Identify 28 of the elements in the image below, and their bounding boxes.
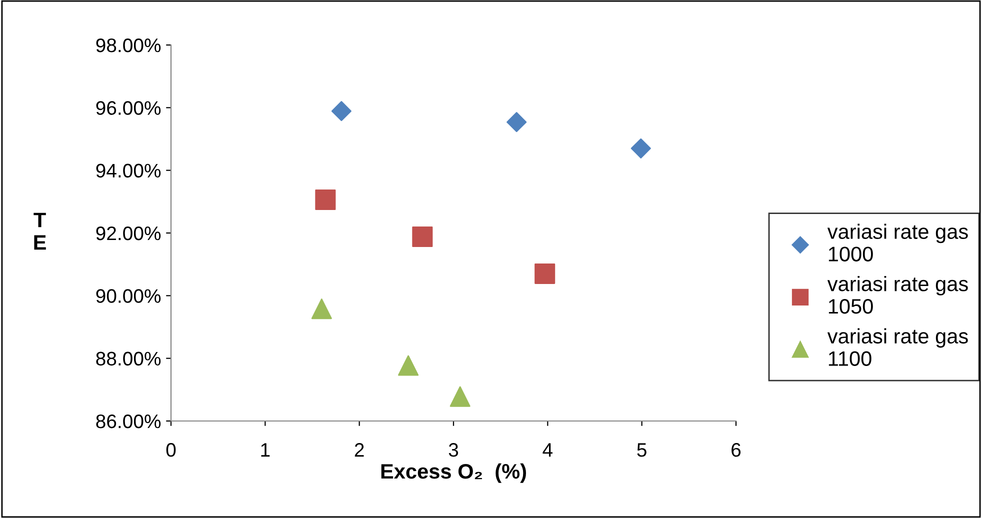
point	[315, 190, 336, 210]
x-tick-label: 5	[637, 443, 646, 457]
x-tick-label: 3	[448, 443, 458, 457]
y-tick-label: 94.00%	[96, 164, 161, 178]
y-tick-label: 98.00%	[96, 38, 161, 52]
y-tick-label: 88.00%	[96, 352, 161, 366]
x-tick-label: 0	[166, 443, 176, 457]
point	[450, 386, 470, 407]
y-tick-label: 86.00%	[96, 414, 161, 428]
legend-label: variasi rate gas 1100	[827, 328, 968, 366]
point	[630, 138, 651, 158]
y-tick-label: 90.00%	[96, 289, 161, 303]
y-tick-label: 92.00%	[96, 226, 161, 240]
point	[311, 298, 332, 320]
point	[412, 226, 433, 248]
point	[506, 112, 527, 132]
x-tick-label: 1	[261, 443, 270, 457]
y-tick-label: 96.00%	[96, 101, 161, 115]
x-tick-label: 6	[732, 443, 741, 457]
y-axis-title: TE	[34, 212, 46, 250]
legend-label: variasi rate gas 1050	[827, 276, 968, 314]
point	[331, 101, 352, 122]
x-tick-label: 4	[542, 443, 553, 457]
x-tick-label: 2	[354, 443, 364, 457]
legend-label: variasi rate gas 1000	[827, 224, 968, 262]
x-axis-title: Excess O₂ (%)	[381, 463, 526, 483]
point	[534, 263, 556, 284]
point	[398, 355, 419, 376]
